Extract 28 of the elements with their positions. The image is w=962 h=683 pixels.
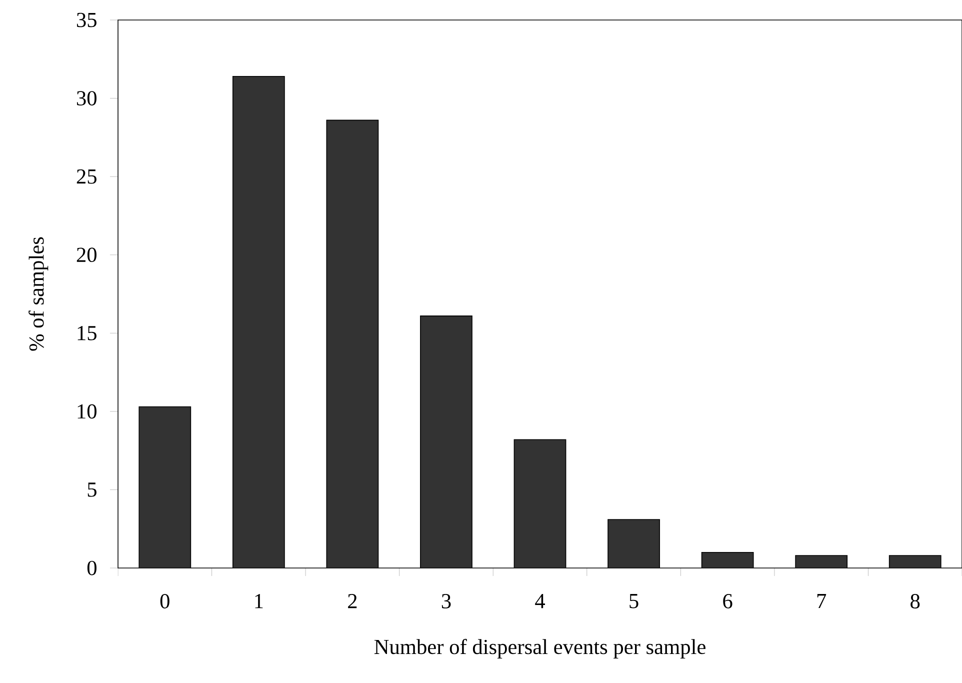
bar [514, 439, 566, 568]
x-tick-label: 5 [630, 594, 638, 608]
bar [701, 552, 754, 568]
bar [138, 406, 192, 568]
bar [796, 555, 848, 568]
bar [232, 76, 285, 568]
x-tick-label: 7 [817, 594, 826, 608]
x-tick-label: 4 [535, 594, 545, 608]
y-tick-label: 25 [76, 169, 96, 184]
y-tick-label: 5 [88, 482, 96, 497]
x-tick-label: 3 [442, 594, 451, 608]
x-tick-label: 1 [255, 594, 263, 608]
bar [420, 316, 472, 568]
x-tick-label: 2 [348, 594, 357, 608]
y-tick-label: 15 [78, 326, 96, 340]
bar [608, 519, 660, 568]
y-axis-title: % of samples [28, 237, 48, 351]
x-tick-label: 6 [723, 594, 732, 608]
y-tick-label: 30 [76, 91, 96, 106]
x-tick-label: 8 [910, 594, 920, 608]
x-tick-label: 0 [160, 594, 170, 608]
y-tick-label: 0 [87, 560, 96, 576]
bar [888, 555, 942, 568]
y-tick-label: 10 [78, 404, 96, 419]
y-tick-label: 35 [76, 12, 96, 28]
x-axis-title: Number of dispersal events per sample [374, 638, 706, 658]
bar [326, 120, 379, 568]
y-tick-label: 20 [76, 248, 96, 262]
